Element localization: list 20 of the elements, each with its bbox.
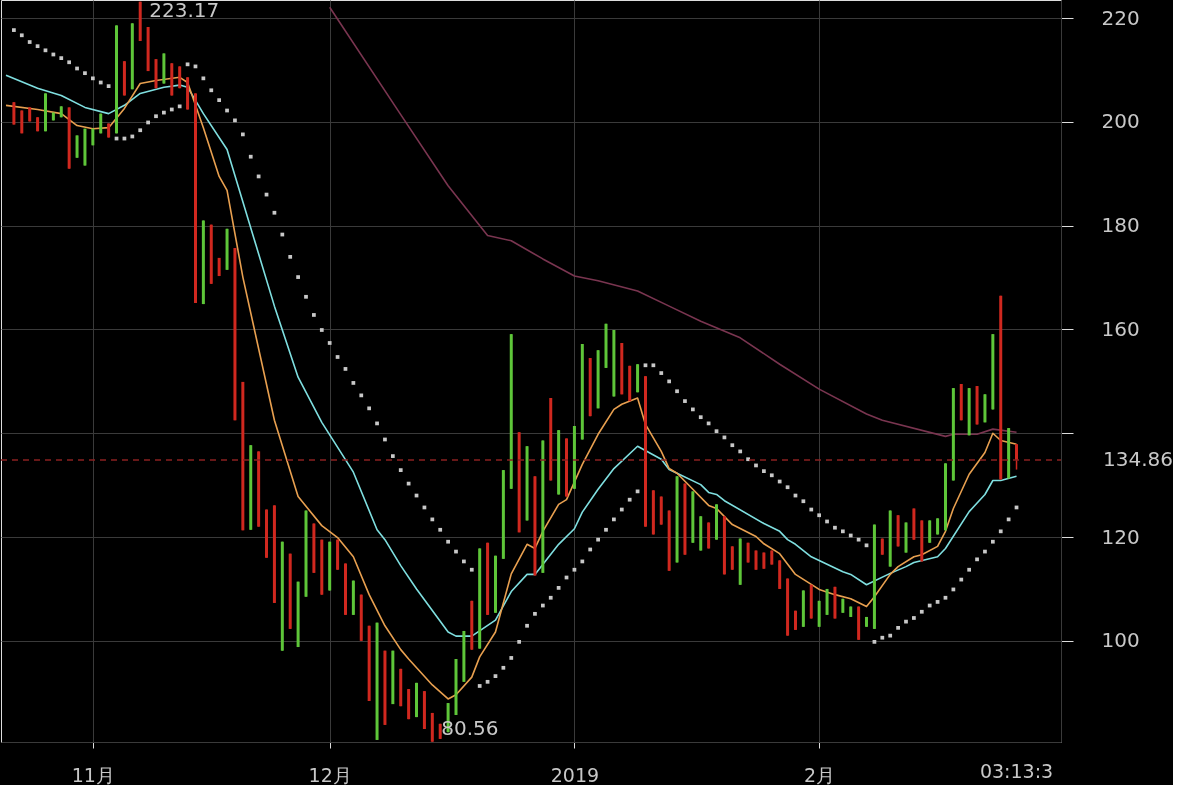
x-tick-label: 2月 [804, 763, 836, 786]
y-tick-label: 100 [1101, 628, 1140, 653]
x-tick-label: 2019 [550, 763, 600, 786]
text: 03:13:3 [979, 760, 1054, 782]
y-tick-label: 120 [1101, 524, 1140, 549]
ref-line-label: 134.86 [1103, 446, 1173, 471]
candlestick [1015, 443, 1019, 471]
y-tick-label: 200 [1101, 109, 1140, 134]
x-tick-label: 12月 [308, 763, 352, 786]
candlestick [75, 134, 79, 159]
x-tick-label: 11月 [71, 763, 115, 786]
candlestick [12, 101, 16, 126]
y-tick-label: 160 [1101, 316, 1140, 341]
y-tick-label: 220 [1101, 5, 1140, 30]
annotation: 80.56 [441, 715, 499, 740]
y-tick-label: 180 [1101, 213, 1140, 238]
annotation: 223.17 [149, 0, 220, 22]
line-series [328, 6, 1018, 438]
candlestick [730, 545, 734, 571]
candlestick [928, 519, 932, 544]
